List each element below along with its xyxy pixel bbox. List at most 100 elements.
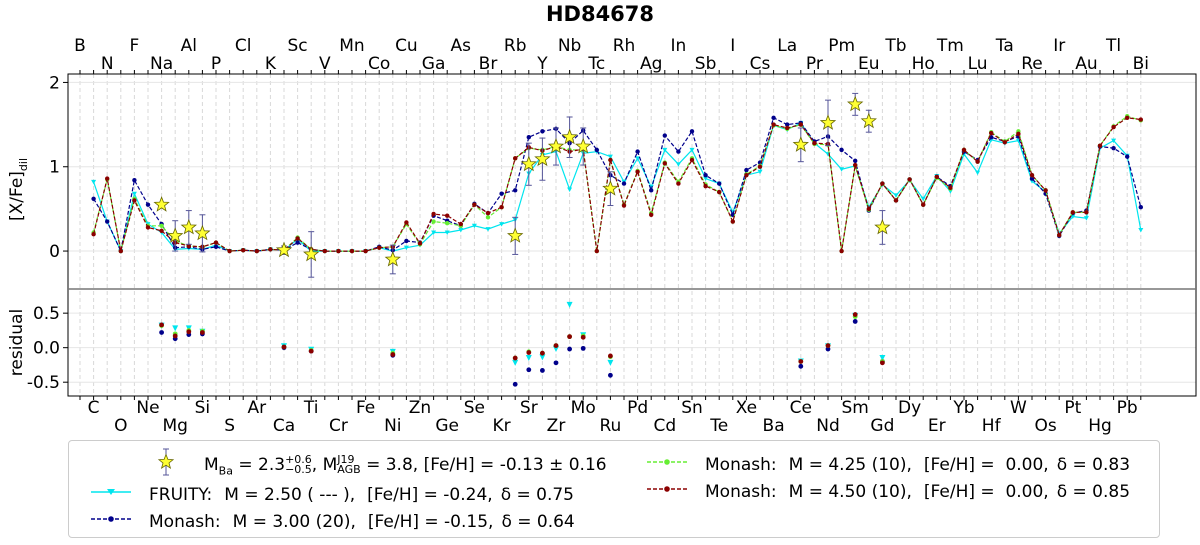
series-point — [91, 196, 96, 201]
element-label-bottom: C — [88, 398, 100, 418]
legend-text-part: M = 4.25 (10), — [788, 455, 912, 475]
series-point — [866, 206, 871, 212]
element-label-top: V — [319, 54, 331, 74]
series-layer — [91, 113, 1144, 254]
series-point — [839, 147, 844, 153]
series-point — [621, 181, 627, 186]
series-point — [635, 169, 640, 175]
legend-text-part: FRUITY: — [149, 485, 213, 505]
element-label-bottom: Xe — [736, 398, 757, 418]
element-label-bottom: S — [224, 416, 235, 436]
legend-marker — [107, 489, 115, 495]
observed-star — [507, 227, 524, 243]
series-point — [499, 205, 504, 210]
residual-point — [798, 363, 804, 369]
element-label-bottom: Ru — [599, 416, 621, 436]
element-label-bottom: Sm — [842, 398, 869, 418]
series-point — [730, 219, 735, 224]
legend-text-part: M = 3.00 (20), — [232, 512, 356, 532]
legend-text-part: δ = 0.83 — [1056, 455, 1131, 475]
observed-star — [167, 227, 184, 243]
series-point — [295, 240, 300, 245]
legend-entry-monash-4-25: Monash: M = 4.25 (10), [Fe/H] = 0.00, δ = 0… — [647, 455, 1131, 475]
legend-text-part: Monash: — [149, 512, 221, 532]
legend-line-icon — [91, 516, 131, 522]
series-point — [771, 122, 776, 127]
series-point — [403, 245, 409, 251]
series-point — [227, 248, 232, 254]
series-point — [445, 213, 450, 218]
residual-point — [608, 353, 613, 359]
residual-point — [512, 381, 518, 387]
observed-star — [819, 114, 837, 130]
series-point — [961, 147, 967, 153]
y-axis-label-top-sub: dil — [17, 158, 30, 171]
element-label-bottom: Hg — [1088, 416, 1112, 436]
element-label-bottom: Ni — [384, 416, 401, 436]
series-point — [363, 248, 368, 254]
legend-line-icon — [647, 486, 687, 492]
observed-star — [275, 241, 293, 258]
series-point — [132, 178, 137, 183]
residual-point — [539, 354, 546, 361]
element-label-top: Co — [368, 54, 390, 74]
legend-marker — [664, 486, 670, 492]
element-label-bottom: Gd — [870, 416, 894, 436]
element-label-bottom: Te — [709, 416, 728, 436]
series-point — [526, 135, 531, 140]
legend-text-part: M = 4.50 (10), — [788, 482, 912, 502]
element-label-bottom: Pb — [1117, 398, 1138, 418]
series-point — [717, 181, 722, 186]
y-tick-label: 0.5 — [33, 304, 60, 324]
y-tick-label: 0 — [49, 242, 60, 262]
series-point — [1084, 210, 1089, 215]
element-label-top: Cl — [235, 36, 252, 56]
observed-layer — [153, 92, 891, 278]
element-label-top: Lu — [968, 54, 988, 74]
observed-star — [153, 196, 170, 212]
series-point — [662, 133, 667, 138]
residual-point — [553, 343, 559, 349]
series-point — [607, 154, 613, 160]
series-point — [1125, 154, 1130, 159]
series-point — [213, 240, 219, 245]
legend-text: Monash: M = 3.00 (20), [Fe/H] = -0.15, δ = … — [149, 512, 575, 532]
series-point — [662, 161, 667, 166]
series-point — [513, 188, 518, 193]
y-axis-label-top: [X/Fe]dil — [7, 158, 30, 221]
observed-star — [180, 218, 197, 235]
element-label-top: Pm — [828, 36, 855, 56]
element-label-top: Re — [1021, 54, 1043, 74]
series-point — [213, 244, 219, 250]
observed-star — [847, 95, 864, 112]
element-label-top: I — [730, 36, 735, 56]
element-label-bottom: Dy — [898, 398, 921, 418]
legend-marker — [664, 459, 670, 465]
legend-marker — [108, 516, 114, 522]
series-point — [322, 248, 327, 254]
series-point — [145, 202, 151, 207]
legend-observed-text: MBa = 2.3 +0.6 −0.5, M J19 AGB = 3.8, [Fe/H]… — [204, 453, 607, 478]
element-label-top: In — [671, 36, 687, 56]
series-point — [1138, 205, 1144, 210]
series-point — [404, 220, 409, 225]
series-point — [676, 149, 681, 154]
element-label-top: Tl — [1105, 36, 1121, 56]
series-point — [675, 162, 681, 167]
residual-point — [567, 334, 572, 340]
residual-point — [281, 344, 287, 350]
legend-text-part: Monash: — [705, 455, 777, 475]
element-label-bottom: Pd — [627, 398, 648, 418]
element-label-top: Pr — [806, 54, 823, 74]
series-point — [1125, 115, 1130, 121]
series-point — [1111, 138, 1117, 144]
element-label-bottom: Ne — [136, 398, 159, 418]
residual-point — [159, 330, 165, 335]
residual-point — [200, 330, 205, 335]
series-point — [785, 122, 790, 127]
gridlines — [68, 74, 1196, 396]
residual-point — [553, 346, 559, 353]
series-point — [1029, 172, 1035, 178]
element-label-bottom: Kr — [493, 416, 511, 436]
